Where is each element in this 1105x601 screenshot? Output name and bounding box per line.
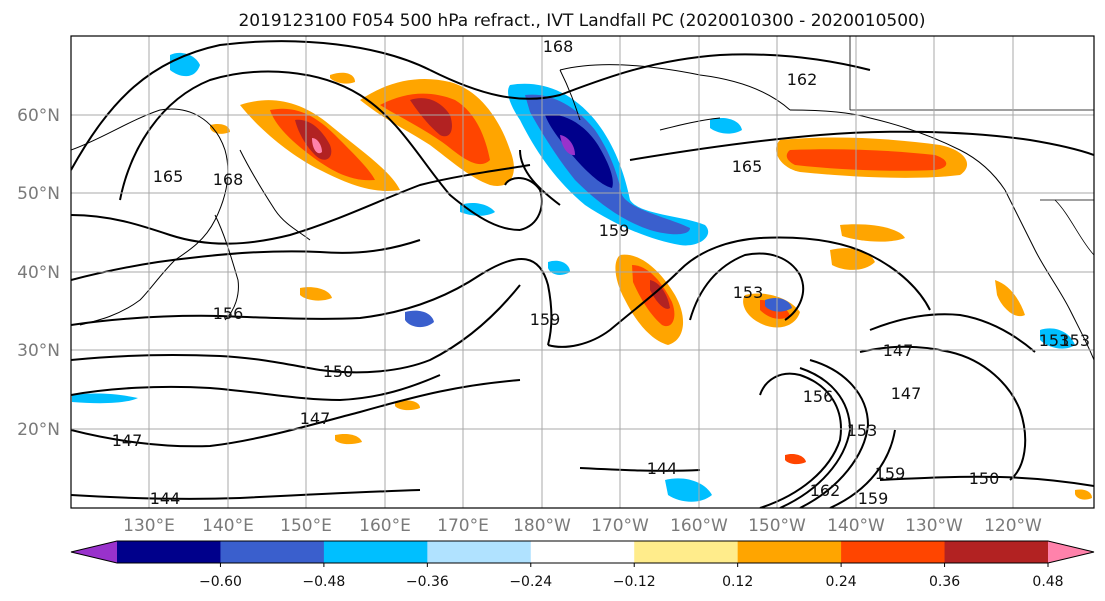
lon-label: 130°W <box>905 516 963 536</box>
lat-label: 60°N <box>17 106 60 126</box>
colorbar-tick-label: −0.36 <box>406 574 449 590</box>
lon-label: 150°E <box>280 516 332 536</box>
contour-label: 147 <box>883 341 914 360</box>
lat-label: 50°N <box>17 184 60 204</box>
contour-label: 159 <box>599 221 630 240</box>
lat-label: 20°N <box>17 420 60 440</box>
colorbar-tick-label: 0.36 <box>929 574 960 590</box>
colorbar-band <box>944 541 1049 563</box>
colorbar-extend-min <box>71 541 117 563</box>
colorbar-band <box>220 541 325 563</box>
contour-label: 162 <box>787 70 818 89</box>
colorbar-ticks: −0.60 −0.48 −0.36 −0.24 −0.12 0.12 0.24 0.36 0.4… <box>199 563 1064 590</box>
coastlines <box>71 64 1094 361</box>
colorbar-tick-label: 0.48 <box>1032 574 1063 590</box>
lon-label: 140°W <box>827 516 885 536</box>
contour-label: 147 <box>300 409 331 428</box>
contour-label: 159 <box>875 464 906 483</box>
contour-label: 150 <box>323 362 354 381</box>
lon-label: 160°W <box>670 516 728 536</box>
colorbar: −0.60 −0.48 −0.36 −0.24 −0.12 0.12 0.24 0.36 0.4… <box>70 540 1095 590</box>
contour-label: 162 <box>810 481 841 500</box>
contour-label: 156 <box>213 304 244 323</box>
contour-label: 147 <box>891 384 922 403</box>
contour-label: 153 <box>733 283 764 302</box>
lon-label: 130°E <box>123 516 175 536</box>
colorbar-tick-label: 0.12 <box>722 574 753 590</box>
colorbar-band <box>841 541 946 563</box>
contour-label: 165 <box>153 167 184 186</box>
contour-label: 156 <box>803 387 834 406</box>
contour-label: 168 <box>213 170 244 189</box>
contour-label: 165 <box>732 157 763 176</box>
graticule <box>71 36 1094 508</box>
colorbar-band <box>323 541 428 563</box>
contour-label: 168 <box>543 37 574 56</box>
latitude-axis: 60°N 50°N 40°N 30°N 20°N <box>17 106 60 440</box>
colorbar-tick-label: −0.60 <box>199 574 242 590</box>
colorbar-band <box>427 541 532 563</box>
colorbar-band <box>117 541 221 563</box>
contour-label: 150 <box>969 469 1000 488</box>
map-frame <box>70 35 1095 509</box>
lon-label: 160°E <box>359 516 411 536</box>
contour-label: 153 <box>1059 331 1090 350</box>
colorbar-tick-label: −0.12 <box>613 574 656 590</box>
height-contours <box>71 40 1094 508</box>
colorbar-segments <box>71 541 1094 563</box>
colorbar-band <box>530 541 635 563</box>
lon-label: 150°W <box>748 516 806 536</box>
contour-label: 153 <box>1039 331 1070 350</box>
contour-label: 153 <box>847 421 878 440</box>
lon-label: 170°E <box>437 516 489 536</box>
colorbar-outline <box>70 540 1095 564</box>
contour-label: 147 <box>112 431 143 450</box>
colorbar-band <box>634 541 739 563</box>
contour-label: 159 <box>530 310 561 329</box>
longitude-axis: 130°E 140°E 150°E 160°E 170°E 180°W 170°… <box>123 516 1042 536</box>
boundaries <box>849 36 1094 256</box>
contour-label: 159 <box>858 489 889 508</box>
lat-label: 40°N <box>17 263 60 283</box>
lon-label: 180°W <box>513 516 571 536</box>
lon-label: 170°W <box>591 516 649 536</box>
colorbar-band <box>737 541 842 563</box>
lon-label: 120°W <box>984 516 1042 536</box>
colorbar-tick-label: −0.24 <box>509 574 552 590</box>
map-title: 2019123100 F054 500 hPa refract., IVT La… <box>238 11 925 31</box>
colorbar-tick-label: 0.24 <box>826 574 857 590</box>
lat-label: 30°N <box>17 341 60 361</box>
negative-anomaly-shading <box>72 52 1075 502</box>
colorbar-tick-label: −0.48 <box>302 574 345 590</box>
contour-labels: 168 162 165 165 168 159 159 153 156 150 … <box>112 37 1090 508</box>
lon-label: 140°E <box>202 516 254 536</box>
contour-label: 144 <box>150 489 181 508</box>
colorbar-extend-max <box>1048 541 1094 563</box>
contour-label: 144 <box>647 459 678 478</box>
